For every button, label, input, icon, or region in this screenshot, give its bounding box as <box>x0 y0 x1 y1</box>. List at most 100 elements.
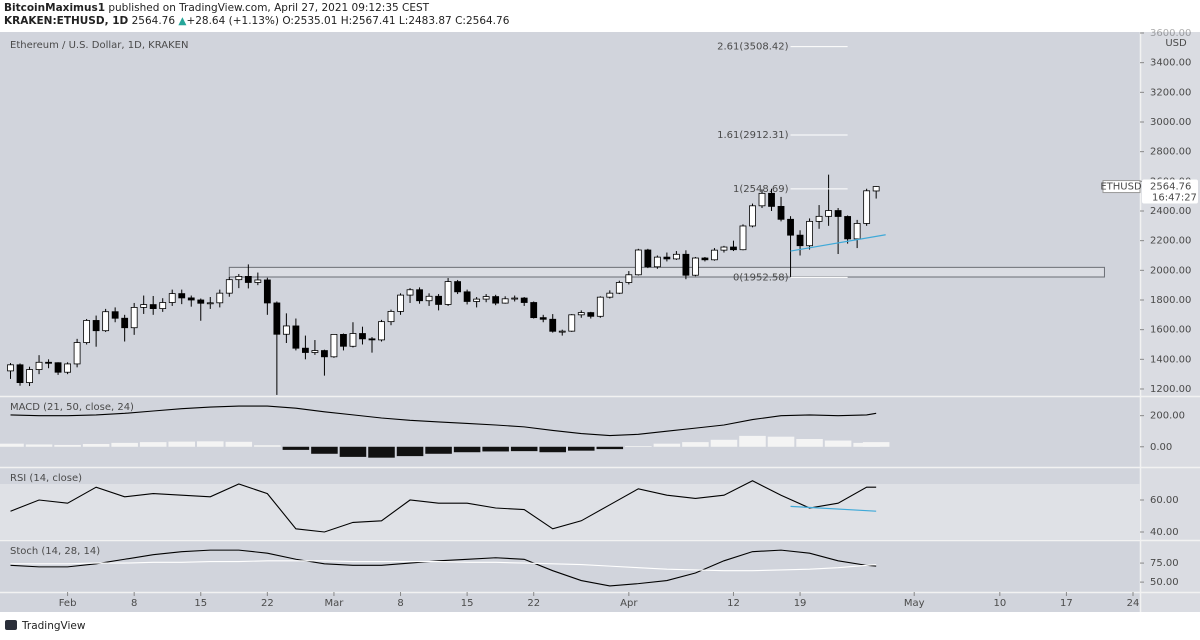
last: 2564.76 <box>132 15 176 27</box>
candle-body <box>606 292 614 298</box>
candle-body <box>587 312 595 317</box>
countdown: 16:47:27 <box>1152 193 1197 204</box>
candle-body <box>102 311 110 332</box>
x-tick-label: 15 <box>194 598 207 609</box>
logo-icon <box>5 620 17 630</box>
x-tick-label: 19 <box>794 598 807 609</box>
histogram-bar <box>824 440 852 447</box>
trendline <box>790 505 877 512</box>
candle-body <box>739 225 747 251</box>
candle-body <box>54 362 62 373</box>
footer-bg <box>0 612 1200 640</box>
y-tick-label: 2000.00 <box>1150 265 1191 276</box>
fib-label: 1.61(2912.31) <box>717 130 789 141</box>
candle-body <box>701 257 709 261</box>
candle-body <box>92 320 100 332</box>
candle-body <box>130 307 138 329</box>
candle-body <box>359 333 366 340</box>
footer-brand[interactable]: TradingView <box>21 620 86 632</box>
histogram-bar <box>425 446 452 454</box>
symbol-label: ETHUSD <box>1100 182 1142 193</box>
x-tick-label: 15 <box>461 598 474 609</box>
candle-body <box>787 218 794 236</box>
candle-body <box>26 369 33 384</box>
l-label: L: <box>399 15 408 27</box>
header-line2: KRAKEN:ETHUSD, 1D 2564.76 ▲+28.64 (+1.13… <box>4 15 510 27</box>
y-tick-label: 75.00 <box>1150 558 1179 569</box>
candle-body <box>663 256 671 260</box>
indicator-line <box>10 549 877 587</box>
author[interactable]: BitcoinMaximus1 <box>4 2 105 14</box>
candle-body <box>311 350 319 353</box>
x-tick-label: 17 <box>1060 598 1073 609</box>
candle-body <box>625 274 633 283</box>
candle-body <box>254 279 262 283</box>
candle-body <box>558 330 566 333</box>
candle-body <box>577 312 585 316</box>
trendline <box>790 234 886 252</box>
candle-body <box>511 297 519 300</box>
candle-body <box>225 279 233 294</box>
y-tick-label: 0.00 <box>1150 442 1172 453</box>
x-tick-label: Apr <box>620 598 638 609</box>
candle-body <box>111 311 119 319</box>
candle-body <box>454 281 462 293</box>
histogram-bar <box>0 443 24 447</box>
candle-body <box>216 292 224 304</box>
candle-body <box>806 220 813 247</box>
candle-body <box>473 298 481 302</box>
candle-body <box>463 291 471 302</box>
histogram-bar <box>767 436 795 447</box>
panel-title: Ethereum / U.S. Dollar, 1D, KRAKEN <box>10 40 188 51</box>
histogram-bar <box>482 446 509 452</box>
histogram-bar <box>396 446 424 457</box>
candle-body <box>387 311 395 323</box>
candle-body <box>206 302 214 305</box>
l-value: 2483.87 <box>408 15 451 27</box>
histogram-bar <box>82 443 110 447</box>
x-tick-label: Mar <box>325 598 345 609</box>
candle-body <box>168 293 176 303</box>
histogram-bar <box>596 446 624 450</box>
candle-body <box>64 363 71 373</box>
candle-body <box>492 296 500 304</box>
y-tick-label: 40.00 <box>1150 527 1179 538</box>
histogram-bar <box>168 441 196 447</box>
candle-body <box>7 364 14 372</box>
candle-body <box>520 297 528 303</box>
y-tick-label: 50.00 <box>1150 577 1179 588</box>
price-box <box>1142 179 1198 204</box>
change: +28.64 (+1.13%) <box>186 15 279 27</box>
histogram-bar <box>339 446 367 457</box>
o-value: 2535.01 <box>294 15 337 27</box>
y-axis-label: USD <box>1165 38 1187 49</box>
x-tick-label: 10 <box>993 598 1006 609</box>
candle-body <box>720 246 728 251</box>
x-tick-label: 8 <box>131 598 137 609</box>
candle-body <box>777 205 785 220</box>
candle-body <box>159 302 167 309</box>
histogram-bar <box>796 439 823 447</box>
candle-body <box>149 304 157 309</box>
candle-body <box>244 276 252 283</box>
candle-body <box>406 289 414 296</box>
histogram-bar <box>282 446 310 450</box>
y-tick-label: 1600.00 <box>1150 325 1191 336</box>
candle-body <box>444 281 452 305</box>
candle-body <box>435 295 442 305</box>
panel-title: Stoch (14, 28, 14) <box>10 546 100 557</box>
candle-body <box>863 190 871 224</box>
x-tick-label: 8 <box>397 598 403 609</box>
o-label: O: <box>282 15 294 27</box>
candle-body <box>539 317 547 320</box>
y-tick-label: 2400.00 <box>1150 206 1191 217</box>
candle-body <box>549 318 557 332</box>
x-tick-label: 24 <box>1127 598 1140 609</box>
candle-body <box>711 249 718 261</box>
panel-title: MACD (21, 50, close, 24) <box>10 402 134 413</box>
histogram-bar <box>254 445 281 447</box>
candle-body <box>397 294 404 312</box>
fib-label: 1(2548.69) <box>733 184 789 195</box>
y-tick-label: 2200.00 <box>1150 236 1191 247</box>
